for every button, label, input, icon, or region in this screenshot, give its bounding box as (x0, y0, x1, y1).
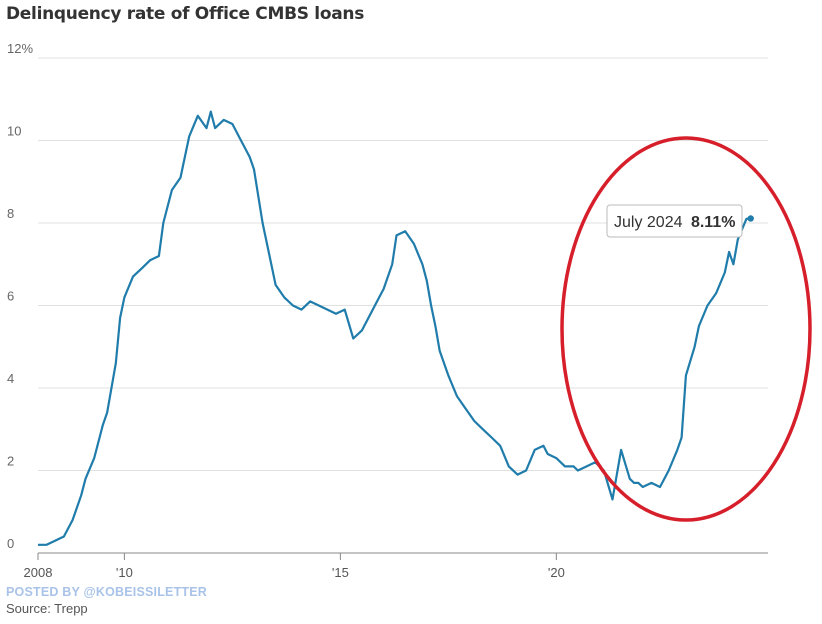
y-tick-label: 6 (7, 289, 14, 304)
highlight-ellipse (560, 136, 812, 522)
x-axis-ticks: 2008 '10 '15 '20 (24, 553, 565, 580)
annotation-box (606, 204, 743, 238)
y-tick-label: 0 (7, 536, 14, 551)
annotation: July 2024 8.11% (606, 204, 754, 238)
source-note: Source: Trepp (6, 601, 88, 616)
y-tick-label: 12% (7, 41, 33, 56)
x-tick-label: '20 (548, 565, 565, 580)
y-tick-label: 10 (7, 124, 21, 139)
annotation-label: July 2024 8.11% (614, 214, 735, 231)
annotation-point (747, 215, 754, 222)
watermark: POSTED BY @KOBEISSILETTER (6, 585, 208, 599)
y-tick-label: 2 (7, 454, 14, 469)
chart-title: Delinquency rate of Office CMBS loans (6, 4, 365, 24)
annotation-value: 8.11% (691, 214, 735, 231)
y-tick-label: 4 (7, 371, 14, 386)
x-tick-label: '15 (332, 565, 349, 580)
y-axis-ticks: 0 2 4 6 8 10 12% (7, 41, 33, 551)
series-line-delinquency (38, 110, 751, 546)
x-tick-label: '10 (116, 565, 133, 580)
y-tick-label: 8 (7, 206, 14, 221)
x-tick-label: 2008 (24, 565, 53, 580)
annotation-date: July 2024 (614, 214, 683, 231)
